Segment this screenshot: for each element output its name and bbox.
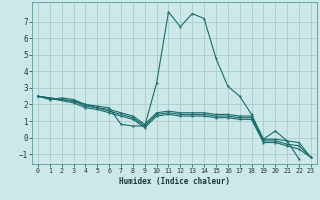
X-axis label: Humidex (Indice chaleur): Humidex (Indice chaleur) (119, 177, 230, 186)
